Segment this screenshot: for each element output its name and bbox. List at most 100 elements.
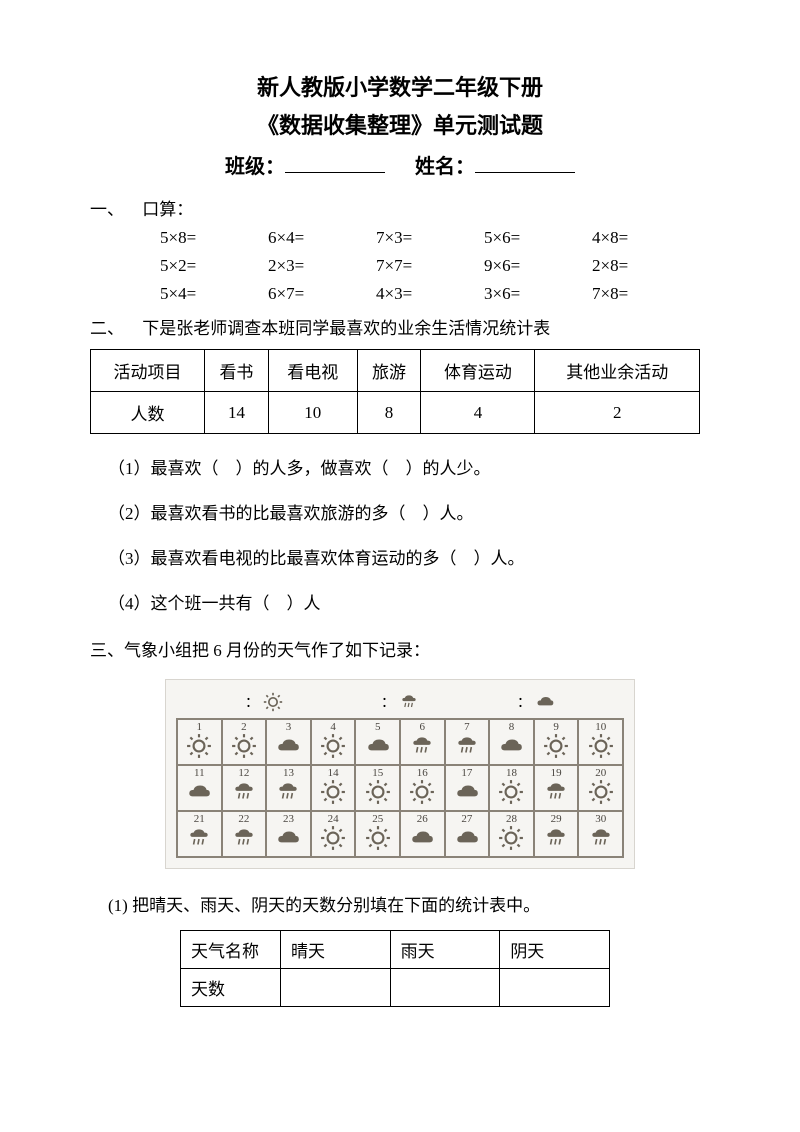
sunny-icon — [320, 779, 346, 805]
day-number: 1 — [197, 721, 203, 733]
sunny-icon — [409, 779, 435, 805]
s2-q2: （2）最喜欢看书的比最喜欢旅游的多（ ）人。 — [108, 499, 710, 524]
sunny-icon — [320, 733, 346, 759]
day-number: 23 — [283, 813, 294, 825]
s2-q3: （3）最喜欢看电视的比最喜欢体育运动的多（ ）人。 — [108, 544, 710, 569]
sunny-icon — [543, 733, 569, 759]
day-number: 8 — [509, 721, 515, 733]
weather-day: 26 — [400, 811, 445, 857]
survey-table: 活动项目看书看电视旅游体育运动其他业余活动 人数1410842 — [90, 349, 700, 434]
weather-day: 24 — [311, 811, 356, 857]
survey-header: 旅游 — [357, 350, 421, 392]
weather-day: 23 — [266, 811, 311, 857]
weather-day: 11 — [177, 765, 222, 811]
survey-header: 看电视 — [268, 350, 357, 392]
weather-day: 22 — [222, 811, 267, 857]
calc-item: 7×8= — [592, 284, 700, 304]
sunny-icon — [320, 825, 346, 851]
rainy-icon — [231, 825, 257, 851]
day-number: 13 — [283, 767, 294, 779]
calc-item: 4×3= — [376, 284, 484, 304]
s2-q1: （1）最喜欢（ ）的人多，做喜欢（ ）的人少。 — [108, 454, 710, 479]
calc-item: 5×4= — [160, 284, 268, 304]
calc-item: 9×6= — [484, 256, 592, 276]
survey-header: 体育运动 — [421, 350, 535, 392]
weather-day: 18 — [489, 765, 534, 811]
sunny-icon — [263, 692, 283, 712]
calc-item: 6×7= — [268, 284, 376, 304]
day-number: 15 — [372, 767, 383, 779]
day-number: 26 — [417, 813, 428, 825]
ws-h3: 阴天 — [500, 931, 610, 969]
book-title: 新人教版小学数学二年级下册 — [90, 70, 710, 102]
ws-r3[interactable] — [500, 969, 610, 1007]
calc-item: 2×8= — [592, 256, 700, 276]
cloudy-icon — [275, 825, 301, 851]
cloudy-icon — [454, 825, 480, 851]
day-number: 10 — [595, 721, 606, 733]
day-number: 30 — [595, 813, 606, 825]
rainy-icon — [454, 733, 480, 759]
sunny-icon — [365, 825, 391, 851]
survey-header: 活动项目 — [91, 350, 205, 392]
cloudy-icon — [498, 733, 524, 759]
ws-r0: 天数 — [181, 969, 281, 1007]
weather-day: 30 — [578, 811, 623, 857]
weather-day: 7 — [445, 719, 490, 765]
cloudy-icon — [535, 692, 555, 712]
day-number: 12 — [238, 767, 249, 779]
sunny-icon — [186, 733, 212, 759]
day-number: 7 — [464, 721, 470, 733]
ws-h1: 晴天 — [281, 931, 391, 969]
ws-r2[interactable] — [390, 969, 500, 1007]
weather-day: 25 — [355, 811, 400, 857]
rainy-icon — [399, 692, 419, 712]
calc-item: 3×6= — [484, 284, 592, 304]
weather-day: 9 — [534, 719, 579, 765]
day-number: 19 — [551, 767, 562, 779]
s3-q1: (1) 把晴天、雨天、阴天的天数分别填在下面的统计表中。 — [108, 891, 710, 916]
day-number: 6 — [420, 721, 426, 733]
calc-item: 5×8= — [160, 228, 268, 248]
day-number: 27 — [461, 813, 472, 825]
rainy-icon — [543, 825, 569, 851]
calc-item: 5×6= — [484, 228, 592, 248]
day-number: 17 — [461, 767, 472, 779]
weather-day: 6 — [400, 719, 445, 765]
day-number: 3 — [286, 721, 292, 733]
sunny-icon — [498, 779, 524, 805]
weather-day: 3 — [266, 719, 311, 765]
ws-r1[interactable] — [281, 969, 391, 1007]
calc-item: 6×4= — [268, 228, 376, 248]
weather-day: 27 — [445, 811, 490, 857]
weather-day: 14 — [311, 765, 356, 811]
survey-value: 4 — [421, 392, 535, 434]
rainy-icon — [275, 779, 301, 805]
calc-item: 7×3= — [376, 228, 484, 248]
cloudy-icon — [186, 779, 212, 805]
rainy-icon — [231, 779, 257, 805]
day-number: 4 — [330, 721, 336, 733]
cloudy-icon — [409, 825, 435, 851]
weather-day: 5 — [355, 719, 400, 765]
day-number: 29 — [551, 813, 562, 825]
day-number: 18 — [506, 767, 517, 779]
weather-day: 15 — [355, 765, 400, 811]
day-number: 25 — [372, 813, 383, 825]
day-number: 2 — [241, 721, 247, 733]
calc-item: 2×3= — [268, 256, 376, 276]
weather-day: 12 — [222, 765, 267, 811]
s2-number: 二、 — [90, 314, 138, 339]
class-blank[interactable] — [285, 155, 385, 173]
day-number: 24 — [328, 813, 339, 825]
weather-day: 4 — [311, 719, 356, 765]
survey-row-label: 人数 — [91, 392, 205, 434]
weather-day: 17 — [445, 765, 490, 811]
ws-h0: 天气名称 — [181, 931, 281, 969]
survey-value: 2 — [535, 392, 700, 434]
weather-day: 10 — [578, 719, 623, 765]
weather-day: 28 — [489, 811, 534, 857]
unit-title: 《数据收集整理》单元测试题 — [90, 108, 710, 140]
weather-day: 20 — [578, 765, 623, 811]
name-blank[interactable] — [475, 155, 575, 173]
